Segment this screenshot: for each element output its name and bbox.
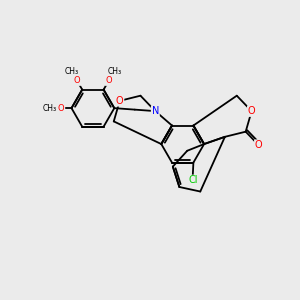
Text: Cl: Cl: [188, 176, 197, 185]
Text: O: O: [74, 76, 80, 85]
Text: CH₃: CH₃: [107, 67, 122, 76]
Text: O: O: [105, 76, 112, 85]
Text: O: O: [255, 140, 262, 150]
Text: O: O: [248, 106, 255, 116]
Text: O: O: [116, 96, 124, 106]
Text: CH₃: CH₃: [43, 103, 57, 112]
Text: CH₃: CH₃: [64, 67, 79, 76]
Text: O: O: [58, 103, 64, 112]
Text: N: N: [152, 106, 159, 116]
